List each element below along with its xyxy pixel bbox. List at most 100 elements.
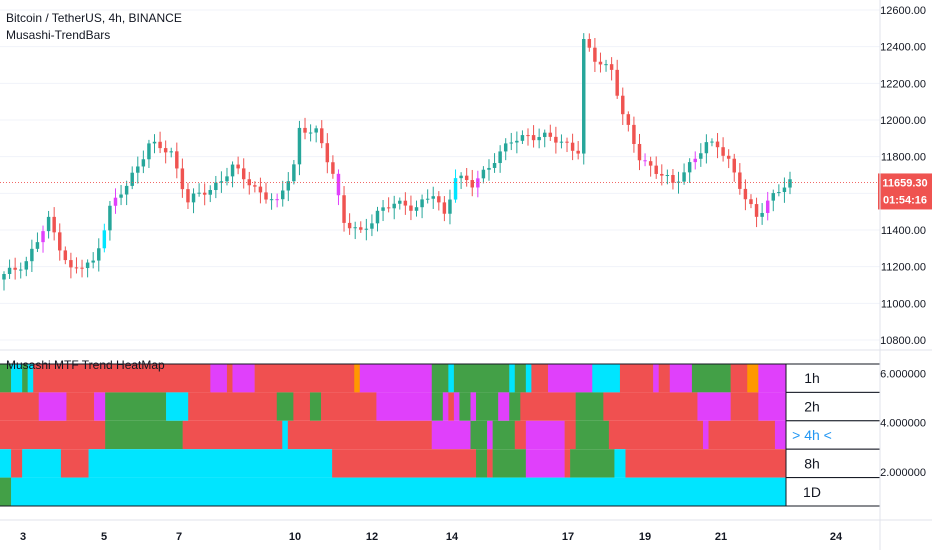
candle[interactable] xyxy=(130,166,134,190)
candle[interactable] xyxy=(30,239,34,272)
candle[interactable] xyxy=(119,184,123,206)
candle[interactable] xyxy=(141,150,146,174)
candle[interactable] xyxy=(52,207,56,241)
candle[interactable] xyxy=(576,141,580,160)
candle[interactable] xyxy=(593,37,597,72)
candle[interactable] xyxy=(370,214,374,237)
candle[interactable] xyxy=(264,182,268,204)
candle[interactable] xyxy=(331,155,335,179)
candle[interactable] xyxy=(202,183,207,206)
candle[interactable] xyxy=(559,134,564,149)
candle[interactable] xyxy=(582,33,586,165)
candle[interactable] xyxy=(782,177,787,203)
candle[interactable] xyxy=(732,153,736,182)
candle[interactable] xyxy=(342,186,346,232)
candle[interactable] xyxy=(409,195,413,221)
candle[interactable] xyxy=(749,194,753,209)
candle[interactable] xyxy=(320,120,324,149)
candle[interactable] xyxy=(537,128,541,149)
candle[interactable] xyxy=(308,124,313,142)
candle[interactable] xyxy=(208,185,212,203)
candle[interactable] xyxy=(704,134,709,164)
candle[interactable] xyxy=(392,195,396,220)
heatmap-axis[interactable]: 6.000000 4.000000 2.000000 xyxy=(880,368,926,479)
candle[interactable] xyxy=(219,171,224,193)
candle[interactable] xyxy=(777,184,781,197)
candle[interactable] xyxy=(648,156,653,177)
candle[interactable] xyxy=(359,221,363,233)
candle[interactable] xyxy=(74,257,79,274)
candle[interactable] xyxy=(241,158,246,189)
candle[interactable] xyxy=(699,143,703,167)
candle[interactable] xyxy=(398,197,402,210)
panel-title[interactable]: Musashi MTF Trend HeatMap xyxy=(6,358,165,372)
candle[interactable] xyxy=(570,133,575,161)
candle[interactable] xyxy=(303,117,307,140)
candle[interactable] xyxy=(565,137,569,153)
candle[interactable] xyxy=(152,134,157,154)
candle[interactable] xyxy=(69,252,73,279)
candle[interactable] xyxy=(230,161,235,188)
candle[interactable] xyxy=(715,133,720,159)
candle[interactable] xyxy=(191,188,196,214)
candle[interactable] xyxy=(542,129,547,148)
candle[interactable] xyxy=(180,158,185,198)
time-axis[interactable]: 3 5 7 10 12 14 17 19 21 24 xyxy=(20,531,843,543)
price-axis[interactable]: 12600.00 12400.00 12200.00 12000.00 11800.00… xyxy=(880,5,926,347)
candle[interactable] xyxy=(169,147,173,158)
candle[interactable] xyxy=(509,132,514,151)
candle[interactable] xyxy=(186,182,190,209)
candle[interactable] xyxy=(225,167,229,186)
candle[interactable] xyxy=(275,193,279,208)
candle[interactable] xyxy=(425,189,430,204)
candle[interactable] xyxy=(637,133,642,171)
candle[interactable] xyxy=(46,210,51,239)
candle[interactable] xyxy=(459,172,463,189)
candles[interactable] xyxy=(2,33,792,291)
candle[interactable] xyxy=(598,52,603,73)
candle[interactable] xyxy=(269,193,274,210)
candle[interactable] xyxy=(91,252,95,269)
candle[interactable] xyxy=(660,164,664,186)
candle[interactable] xyxy=(58,223,62,261)
candle[interactable] xyxy=(197,183,201,197)
candle[interactable] xyxy=(743,179,748,211)
candle[interactable] xyxy=(414,200,419,217)
candle[interactable] xyxy=(41,225,45,253)
candle[interactable] xyxy=(788,171,792,195)
candle[interactable] xyxy=(503,138,508,161)
candle[interactable] xyxy=(24,256,29,277)
candle[interactable] xyxy=(347,213,352,235)
candle[interactable] xyxy=(353,221,357,240)
candle[interactable] xyxy=(682,163,686,185)
candle[interactable] xyxy=(236,156,240,175)
candle[interactable] xyxy=(526,128,530,146)
candle[interactable] xyxy=(158,131,162,154)
candle[interactable] xyxy=(325,133,330,174)
candle[interactable] xyxy=(375,206,380,232)
candle[interactable] xyxy=(364,218,369,241)
candle[interactable] xyxy=(643,153,647,167)
candle[interactable] xyxy=(13,257,17,280)
candle[interactable] xyxy=(687,158,692,183)
candle[interactable] xyxy=(531,125,536,148)
candle[interactable] xyxy=(163,140,168,164)
candle[interactable] xyxy=(726,149,731,169)
candle[interactable] xyxy=(297,120,302,176)
candle[interactable] xyxy=(448,189,452,225)
candle[interactable] xyxy=(214,175,218,199)
candle[interactable] xyxy=(464,167,469,187)
candle[interactable] xyxy=(626,111,631,132)
candle[interactable] xyxy=(654,156,658,179)
indicator-name[interactable]: Musashi-TrendBars xyxy=(6,28,110,42)
candle[interactable] xyxy=(492,153,497,173)
candle[interactable] xyxy=(554,126,558,154)
candle[interactable] xyxy=(604,59,608,72)
candle[interactable] xyxy=(386,197,391,213)
candle[interactable] xyxy=(765,191,770,221)
candle[interactable] xyxy=(754,197,759,228)
candle[interactable] xyxy=(615,59,619,99)
candle[interactable] xyxy=(693,151,697,170)
candle[interactable] xyxy=(280,180,285,207)
candle[interactable] xyxy=(7,259,12,279)
